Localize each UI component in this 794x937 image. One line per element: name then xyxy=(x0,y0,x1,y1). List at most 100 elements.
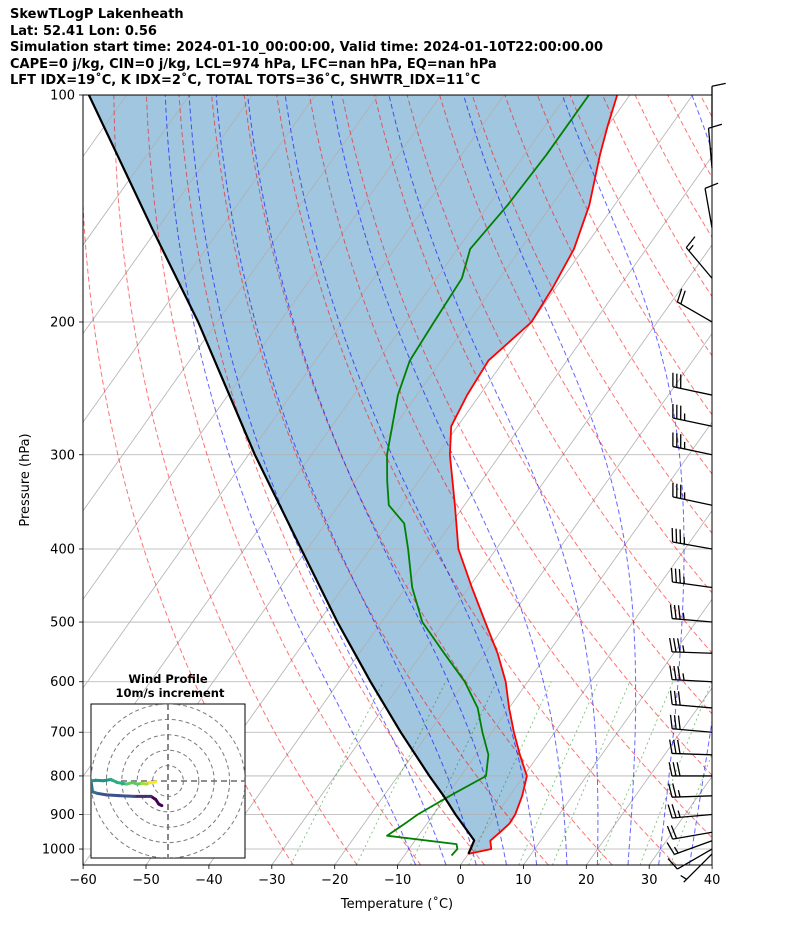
wind-barb xyxy=(670,567,713,589)
barb-flag xyxy=(673,690,677,705)
hodograph-segment xyxy=(104,793,121,798)
barb-shaft xyxy=(672,831,713,840)
wind-barb xyxy=(672,482,713,506)
mixing-ratio-line xyxy=(551,681,631,865)
barb-shaft xyxy=(674,840,713,856)
barb-flag xyxy=(666,825,674,840)
y-tick-label: 300 xyxy=(50,448,75,463)
wind-barb xyxy=(669,637,713,654)
wind-barb xyxy=(676,288,713,323)
barb-flag xyxy=(677,666,681,681)
barb-shaft xyxy=(685,247,713,279)
x-tick-label: −30 xyxy=(258,873,285,888)
barb-half-flag xyxy=(682,673,685,681)
barb-flag xyxy=(677,715,681,730)
hodograph-segment xyxy=(115,781,128,786)
barb-shaft xyxy=(677,848,713,870)
barb-shaft xyxy=(672,445,713,456)
cape-shading-area xyxy=(88,95,618,854)
wind-barb xyxy=(680,853,713,883)
stability-indices: LFT IDX=19˚C, K IDX=2˚C, TOTAL TOTS=36˚C… xyxy=(10,73,481,89)
barb-flag xyxy=(666,842,675,855)
barb-shaft xyxy=(672,417,713,427)
wind-barb xyxy=(671,528,713,550)
parcel-profile-line xyxy=(87,95,476,855)
y-tick-label: 900 xyxy=(50,808,75,823)
barb-flag xyxy=(676,288,683,303)
wind-barb xyxy=(666,840,713,856)
x-tick-label: −10 xyxy=(384,873,411,888)
barb-flag xyxy=(674,568,677,583)
dry-adiabat xyxy=(83,194,294,865)
y-tick-label: 100 xyxy=(50,89,75,104)
barb-shaft xyxy=(672,496,713,506)
barb-half-flag xyxy=(677,789,681,798)
barb-flag xyxy=(669,739,673,754)
barb-flag xyxy=(677,638,681,653)
y-tick-label: 600 xyxy=(50,675,75,690)
y-axis-label: Pressure (hPa) xyxy=(18,433,33,526)
dry-adiabat xyxy=(504,95,712,475)
dry-adiabat xyxy=(276,95,677,865)
mixing-ratio-line xyxy=(518,681,599,865)
moist-adiabat xyxy=(284,95,538,865)
barb-flag xyxy=(677,691,681,706)
x-tick-label: −40 xyxy=(195,873,222,888)
hodograph-ring xyxy=(136,749,200,813)
y-tick-label: 700 xyxy=(50,726,75,741)
barb-flag xyxy=(669,604,673,619)
y-tick-label: 1000 xyxy=(42,843,75,858)
wind-barb xyxy=(669,604,713,623)
barb-flag xyxy=(670,567,674,583)
x-axis-label: Temperature (˚C) xyxy=(340,896,453,912)
barb-shaft xyxy=(677,301,713,323)
barb-flag xyxy=(685,236,696,249)
dry-adiabat xyxy=(145,95,422,865)
barb-flag xyxy=(677,605,681,620)
temperature-line xyxy=(449,95,619,855)
barb-flag xyxy=(711,82,726,87)
isotherm xyxy=(523,598,712,865)
barb-flag xyxy=(668,762,673,777)
hodograph-plot-area xyxy=(91,704,245,858)
dewpoint-line xyxy=(386,95,590,857)
x-tick-label: 0 xyxy=(456,873,464,888)
y-tick-label: 800 xyxy=(50,769,75,784)
isotherm xyxy=(460,510,712,865)
isotherm xyxy=(83,95,253,335)
barb-shaft xyxy=(672,581,713,589)
wind-barb xyxy=(711,82,726,127)
barb-shaft xyxy=(672,651,713,654)
hodograph-segment xyxy=(91,779,95,794)
hodograph-subtitle: 10m/s increment xyxy=(116,686,225,700)
wind-barb xyxy=(669,714,713,733)
cape-cin-shading xyxy=(88,95,618,854)
barb-flag xyxy=(670,825,678,839)
wind-barb xyxy=(672,432,713,456)
wind-barb xyxy=(704,182,719,228)
isotherm xyxy=(208,155,712,865)
moist-adiabat xyxy=(388,95,599,865)
barb-shaft xyxy=(704,188,713,228)
barb-flag xyxy=(676,762,681,777)
x-tick-label: 20 xyxy=(578,873,595,888)
y-tick-label: 200 xyxy=(50,315,75,330)
barb-flag xyxy=(673,665,677,680)
barb-half-flag xyxy=(673,846,679,854)
barb-shaft xyxy=(672,386,713,396)
wind-barb xyxy=(668,783,713,798)
dry-adiabat xyxy=(178,95,485,865)
simulation-times: Simulation start time: 2024-01-10_00:00:… xyxy=(10,40,603,56)
y-axis-ticks: 1000 900 800 700 600 500 400 300 200 100 xyxy=(42,89,83,858)
y-tick-label: 400 xyxy=(50,542,75,557)
isotherm xyxy=(334,332,712,865)
mixing-ratio-line xyxy=(669,752,712,865)
wind-barb xyxy=(666,825,713,840)
barb-flag xyxy=(669,714,673,729)
dry-adiabat xyxy=(308,95,712,839)
hodograph-segment xyxy=(117,794,136,798)
barb-flag xyxy=(673,638,677,653)
profile-lines xyxy=(87,95,619,857)
dry-adiabat xyxy=(765,95,794,865)
station-title: SkewTLogP Lakenheath xyxy=(10,7,184,22)
